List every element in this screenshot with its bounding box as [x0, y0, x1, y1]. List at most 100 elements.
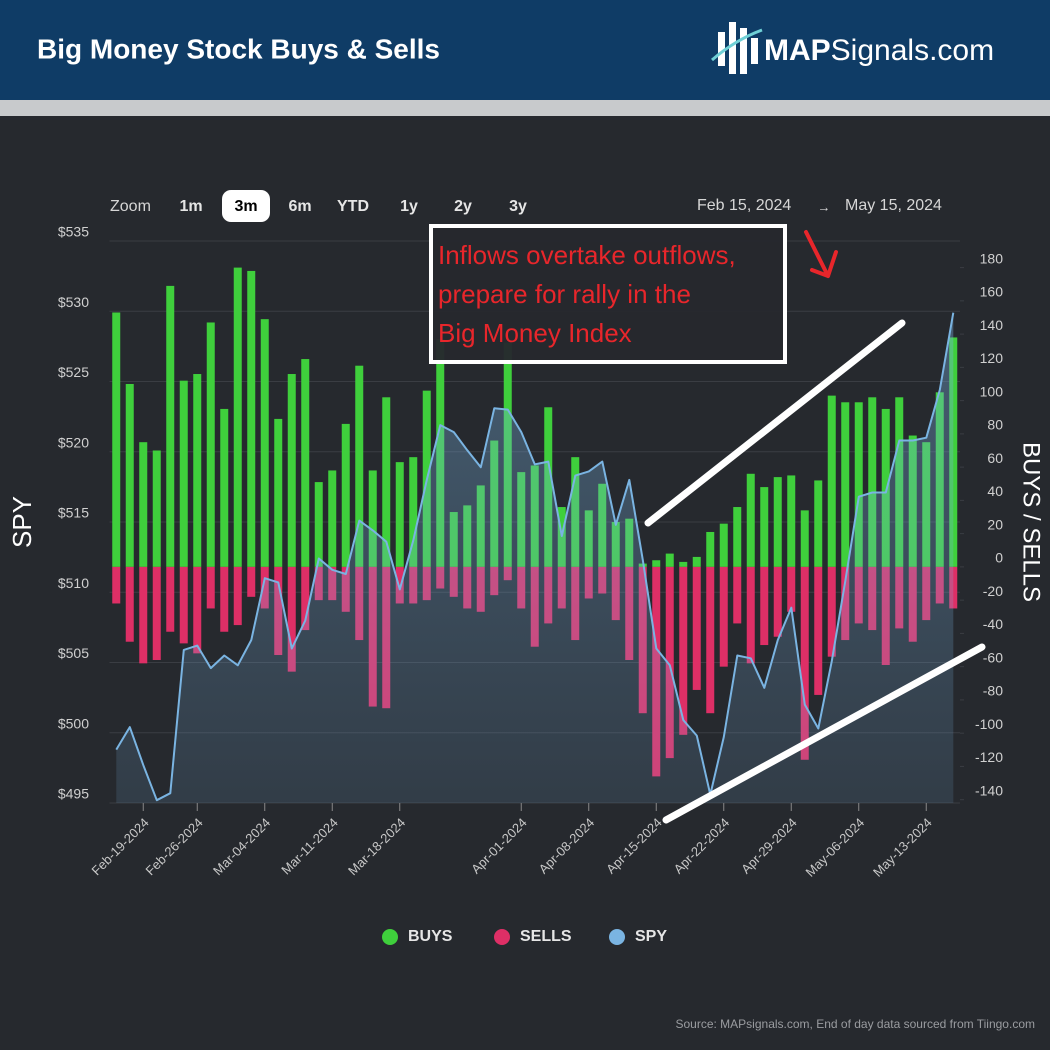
annotation-text: prepare for rally in the	[438, 279, 691, 309]
bar	[166, 285, 175, 567]
zoom-button[interactable]: YTD	[337, 198, 369, 215]
bar	[166, 566, 175, 632]
legend-label: SELLS	[520, 928, 572, 945]
y2-tick-label: -40	[983, 616, 1003, 632]
bar	[881, 408, 890, 567]
header-bar	[0, 0, 1050, 100]
trend-line	[662, 643, 986, 824]
logo-bold: MAP	[764, 34, 831, 67]
bar	[868, 397, 877, 567]
bar	[652, 560, 661, 567]
bar	[206, 322, 215, 567]
bar	[746, 473, 755, 567]
y2-tick-label: 60	[987, 450, 1003, 466]
zoom-button[interactable]: 6m	[288, 198, 311, 215]
bar	[692, 556, 701, 567]
bar	[665, 566, 674, 759]
line	[115, 312, 955, 802]
legend-item[interactable]: BUYS	[382, 928, 453, 945]
bar	[247, 270, 256, 567]
y-tick-label: $520	[58, 434, 89, 450]
bar	[179, 566, 188, 644]
logo-rest: Signals.com	[831, 34, 994, 67]
zoom-button-label: 2y	[454, 198, 472, 215]
zoom-label: Zoom	[110, 198, 151, 215]
zoom-button[interactable]: 1m	[179, 198, 202, 215]
bar	[287, 566, 296, 672]
bar	[220, 566, 229, 632]
bar	[787, 475, 796, 567]
y2-tick-label: -80	[983, 683, 1003, 699]
y2-tick-label: 80	[987, 417, 1003, 433]
trend-line	[644, 319, 906, 527]
bar	[206, 566, 215, 609]
range-arrow: →	[818, 199, 831, 214]
zoom-button[interactable]: 3y	[509, 198, 527, 215]
bar	[368, 470, 377, 567]
y2-tick-label: 40	[987, 483, 1003, 499]
bar	[733, 566, 742, 624]
bar	[395, 462, 404, 567]
y2-tick-label: 100	[980, 383, 1004, 399]
bar	[800, 510, 809, 567]
y2-tick-label: 180	[980, 250, 1004, 266]
legend-item[interactable]: SELLS	[494, 928, 572, 945]
bar	[409, 457, 418, 567]
y2-tick-label: 20	[987, 516, 1003, 532]
y-tick-label: $510	[58, 575, 89, 591]
legend-item[interactable]: SPY	[609, 928, 667, 945]
y2-tick-label: 120	[980, 350, 1004, 366]
annotation-text: Inflows overtake outflows,	[438, 240, 736, 270]
bar	[152, 566, 161, 661]
y2-tick-label: -100	[975, 716, 1003, 732]
bar	[274, 418, 283, 567]
bar	[773, 477, 782, 567]
bar	[287, 374, 296, 567]
bar	[719, 523, 728, 567]
bar	[665, 553, 674, 567]
bar	[841, 402, 850, 567]
bar	[773, 566, 782, 637]
y-tick-label: $515	[58, 505, 89, 521]
y-tick-label: $525	[58, 364, 89, 380]
y-tick-label: $495	[58, 786, 89, 802]
bar	[692, 566, 701, 690]
bar	[233, 267, 242, 567]
annotation-box	[429, 224, 787, 364]
bar	[355, 365, 364, 567]
bar	[395, 566, 404, 604]
bar	[193, 374, 202, 567]
y2-tick-label: 140	[980, 317, 1004, 333]
zoom-button[interactable]: 1y	[400, 198, 418, 215]
bar	[247, 566, 256, 597]
bar	[827, 395, 836, 567]
zoom-button[interactable]: 2y	[454, 198, 472, 215]
annotation-layer: 1m 3m 6m YTD 1y 2y 3y Inflows overtake outflows…	[179, 190, 986, 824]
zoom-button-label: 6m	[288, 198, 311, 215]
bar	[706, 566, 715, 714]
legend-swatch	[494, 929, 510, 945]
zoom-button-label: 1m	[179, 198, 202, 215]
bar	[301, 359, 310, 567]
y2-tick-label: 0	[995, 550, 1003, 566]
chart-title: Big Money Stock Buys & Sells	[37, 33, 440, 64]
bar	[719, 566, 728, 667]
bar	[746, 566, 755, 664]
bar	[139, 566, 148, 664]
bar	[139, 442, 148, 567]
zoom-button[interactable]: 3m	[222, 190, 270, 222]
bar	[827, 566, 836, 657]
zoom-button-label: 3m	[234, 198, 257, 215]
y2-tick-label: -120	[975, 749, 1003, 765]
bar	[125, 566, 134, 642]
bar	[814, 480, 823, 567]
bar	[328, 470, 337, 567]
y-tick-label: $530	[58, 294, 89, 310]
legend-label: BUYS	[408, 928, 453, 945]
legend-label: SPY	[635, 928, 667, 945]
bar	[733, 507, 742, 567]
logo-icon	[711, 22, 763, 74]
bar	[125, 383, 134, 567]
annotation-arrow	[804, 230, 838, 278]
